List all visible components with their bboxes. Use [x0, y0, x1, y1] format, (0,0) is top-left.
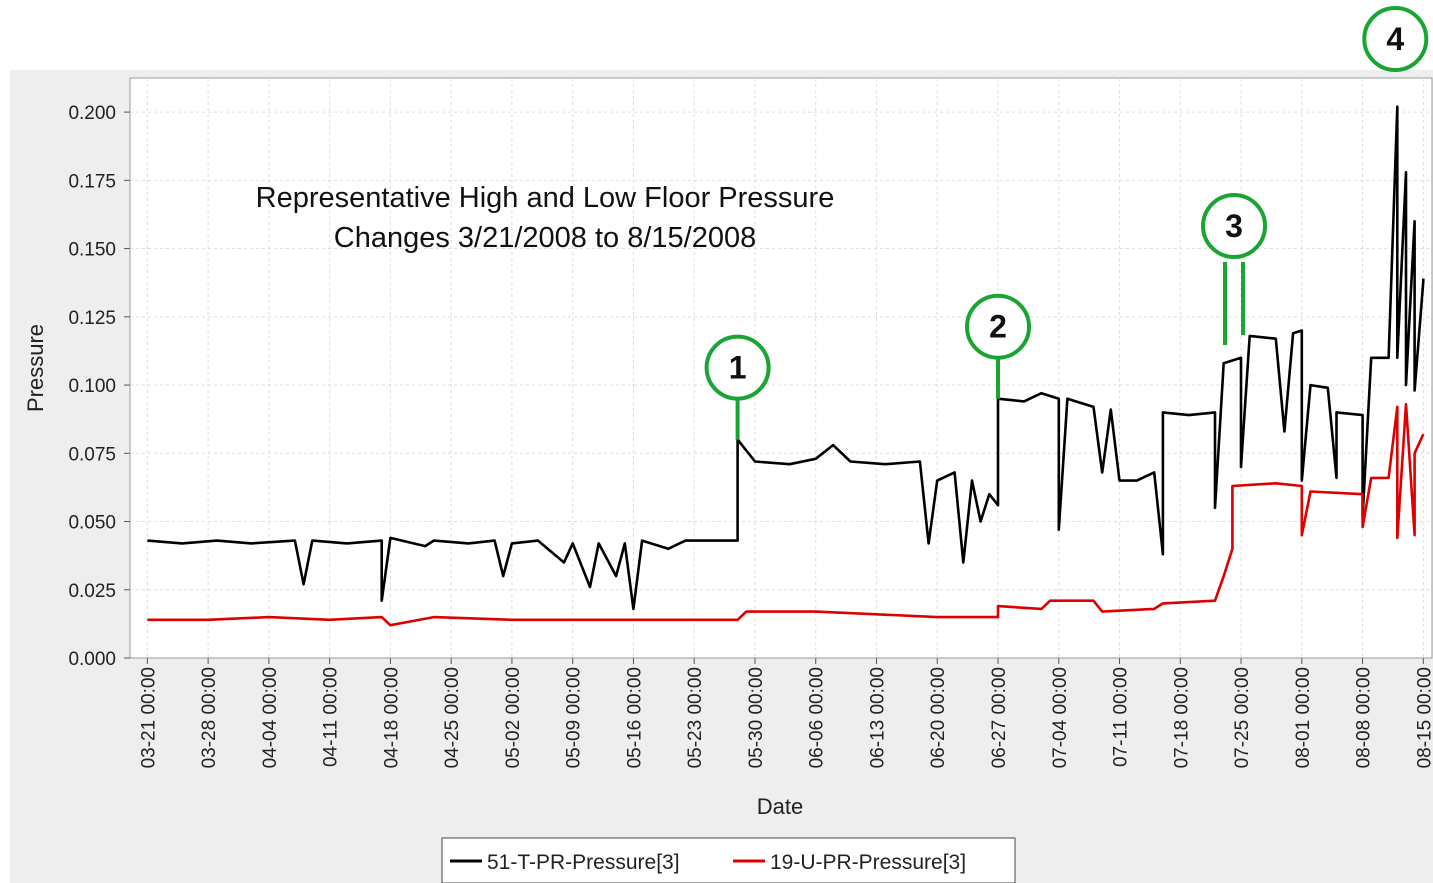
x-tick-label: 08-08 00:00: [1354, 667, 1375, 768]
x-tick-label: 04-25 00:00: [442, 667, 463, 768]
y-axis-title: Pressure: [23, 324, 48, 412]
y-tick-label: 0.000: [68, 649, 116, 670]
x-tick-label: 03-21 00:00: [138, 667, 159, 768]
legend: 51-T-PR-Pressure[3] 19-U-PR-Pressure[3]: [441, 837, 1016, 883]
annotation-1: 1: [704, 334, 771, 440]
y-tick-label: 0.125: [68, 308, 116, 329]
x-tick-label: 07-25 00:00: [1232, 667, 1253, 768]
annotations: 1 2 3 4: [704, 6, 1429, 440]
y-tick-label: 0.100: [68, 376, 116, 397]
x-tick-label: 08-15 00:00: [1414, 667, 1433, 768]
plot-area: [129, 77, 1433, 659]
x-tick-label: 07-11 00:00: [1111, 667, 1132, 767]
y-tick-label: 0.200: [68, 103, 116, 124]
legend-label-19-u: 19-U-PR-Pressure[3]: [770, 851, 966, 874]
x-tick-label: 03-28 00:00: [199, 667, 220, 768]
y-tick-label: 0.175: [68, 171, 116, 192]
annotation-number: 4: [1386, 21, 1404, 57]
x-tick-label: 05-23 00:00: [685, 667, 706, 768]
annotation-circle: [704, 334, 771, 401]
series-lines: [147, 105, 1425, 627]
x-tick-label: 05-09 00:00: [564, 667, 585, 768]
x-tick-label: 05-16 00:00: [624, 667, 645, 768]
x-tick-label: 04-11 00:00: [321, 667, 342, 767]
x-tick-label: 07-18 00:00: [1171, 667, 1192, 768]
x-tick-label: 06-20 00:00: [928, 667, 949, 768]
y-tick-label: 0.150: [68, 240, 116, 261]
legend-label-51-t: 51-T-PR-Pressure[3]: [487, 851, 680, 874]
grid-lines: [130, 78, 1432, 658]
x-tick-label: 06-27 00:00: [989, 667, 1010, 768]
x-tick-label: 06-13 00:00: [867, 667, 888, 768]
x-tick-label: 06-06 00:00: [807, 667, 828, 768]
annotation-circle: [965, 293, 1031, 360]
x-tick-label: 04-04 00:00: [260, 667, 281, 768]
x-tick-label: 05-30 00:00: [746, 667, 767, 768]
x-tick-label: 08-01 00:00: [1293, 667, 1314, 768]
x-tick-label: 07-04 00:00: [1050, 667, 1071, 768]
annotation-circle: [1362, 6, 1429, 72]
annotation-number: 1: [729, 350, 747, 386]
chart-subtitle: Changes 3/21/2008 to 8/15/2008: [334, 222, 756, 254]
y-tick-label: 0.075: [68, 444, 116, 465]
y-axis-ticks: 0.000 0.025 0.050 0.075 0.100 0.125 0.150 0.175…: [68, 103, 130, 670]
x-axis-title: Date: [757, 794, 803, 819]
annotation-number: 2: [989, 309, 1007, 345]
x-tick-label: 04-18 00:00: [381, 667, 402, 768]
y-tick-label: 0.025: [68, 581, 116, 602]
annotation-4: 4: [1362, 6, 1429, 72]
legend-box: [441, 837, 1016, 883]
annotation-3: 3: [1201, 193, 1268, 345]
y-tick-label: 0.050: [68, 513, 116, 534]
annotation-circle: [1201, 193, 1268, 259]
chart-title: Representative High and Low Floor Pressu…: [256, 182, 835, 214]
annotation-number: 3: [1225, 208, 1243, 244]
series-line-1: [147, 402, 1425, 627]
x-axis-ticks: 03-21 00:00 03-28 00:00 04-04 00:00 04-11 0…: [138, 658, 1433, 768]
annotation-2: 2: [965, 293, 1031, 399]
series-line-0: [147, 105, 1425, 611]
x-tick-label: 05-02 00:00: [503, 667, 524, 768]
